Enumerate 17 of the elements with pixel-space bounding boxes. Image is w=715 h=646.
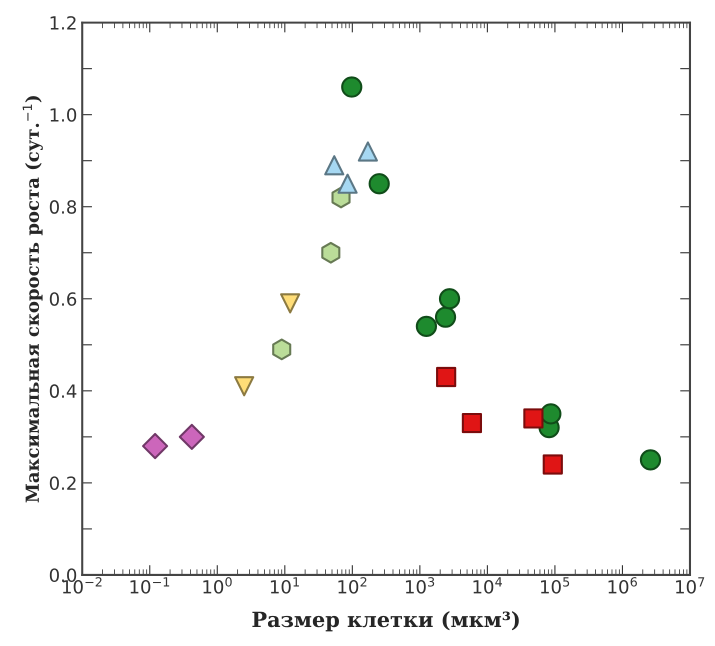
x-tick-label: 10$^{7}$: [676, 577, 704, 594]
y-tick-label: 0.6: [50, 292, 76, 306]
x-tick-label: 10$^{5}$: [541, 577, 570, 594]
x-tick-label: 10$^{0}$: [203, 577, 232, 594]
y-tick-label: 0.4: [50, 384, 76, 398]
y-axis-title: Максимальная скорость роста (сут.$^{−1}$): [22, 96, 43, 502]
x-tick-label: 10$^{1}$: [270, 577, 299, 594]
x-axis-title: Размер клетки (мкм³): [252, 611, 519, 632]
y-tick-label: 1.2: [50, 16, 76, 30]
x-tick-label: 10$^{2}$: [338, 577, 366, 594]
x-tick-label: 10$^{6}$: [608, 577, 637, 594]
x-tick-label: 10$^{4}$: [473, 577, 502, 594]
y-tick-label: 1.0: [50, 108, 76, 122]
x-tick-label: 10$^{3}$: [406, 577, 434, 594]
y-tick-label: 0.8: [50, 200, 76, 214]
x-tick-label: 10$^{−1}$: [130, 577, 170, 594]
y-tick-label: 0.2: [50, 476, 76, 490]
